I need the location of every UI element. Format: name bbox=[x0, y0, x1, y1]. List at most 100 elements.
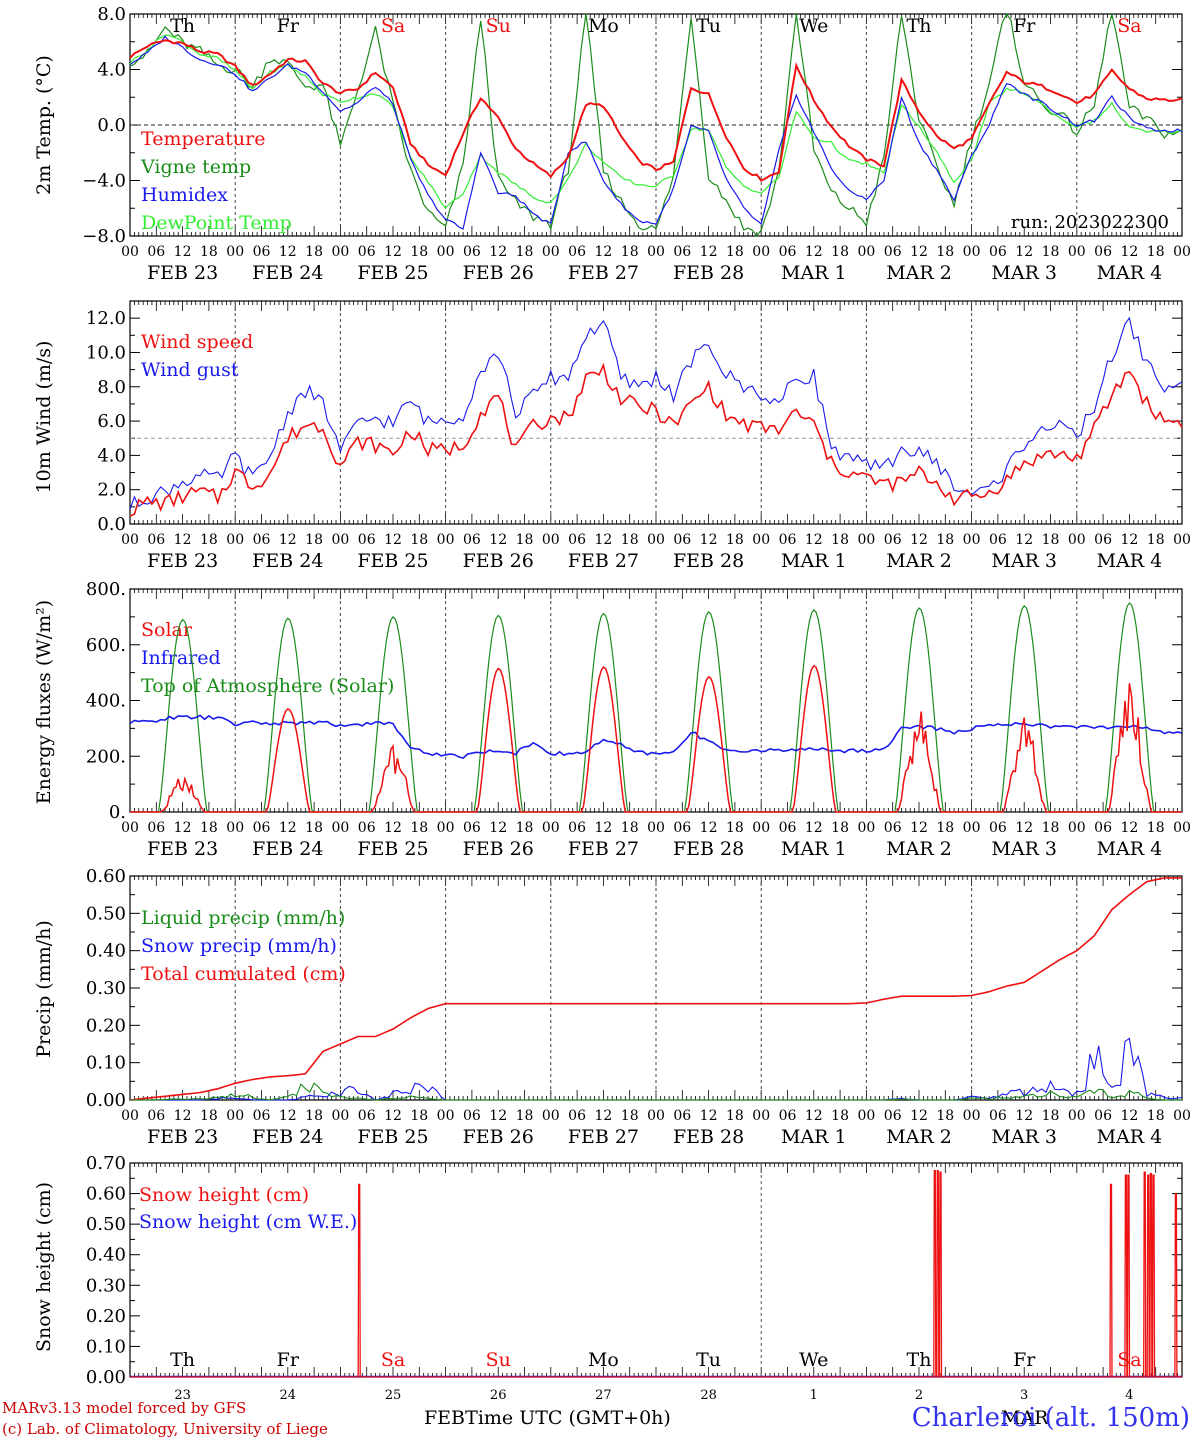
hour-label: 18 bbox=[305, 1108, 323, 1124]
y-tick-label: 0.30 bbox=[86, 978, 126, 999]
legend-temperature: Temperature bbox=[141, 128, 265, 150]
hour-label: 06 bbox=[884, 532, 902, 548]
hour-label: 12 bbox=[910, 1108, 928, 1124]
hour-label: 00 bbox=[963, 532, 981, 548]
series-snow-height bbox=[130, 1169, 1182, 1378]
legend-total-cumulated: Total cumulated (cm) bbox=[141, 963, 346, 985]
series-liquid-precip-mm-h- bbox=[130, 1082, 1182, 1101]
hour-label: 12 bbox=[1120, 820, 1138, 836]
day-number: 2 bbox=[915, 1388, 923, 1403]
series-dewpoint-temp bbox=[129, 34, 1183, 209]
snow-axis-title: Snow height (cm) bbox=[33, 1182, 55, 1352]
hour-label: 06 bbox=[358, 820, 376, 836]
hour-label: 18 bbox=[200, 1108, 218, 1124]
hour-label: 12 bbox=[594, 820, 612, 836]
hour-label: 18 bbox=[200, 244, 218, 260]
y-tick-label: 10.0 bbox=[86, 342, 126, 363]
day-letter: Su bbox=[486, 15, 511, 37]
hour-label: 00 bbox=[121, 1108, 139, 1124]
y-tick-label: 0.40 bbox=[86, 1245, 126, 1266]
hour-label: 00 bbox=[1173, 532, 1191, 548]
hour-label: 12 bbox=[1015, 1108, 1033, 1124]
date-label: FEB 28 bbox=[673, 1126, 744, 1148]
hour-label: 12 bbox=[1120, 1108, 1138, 1124]
hour-label: 18 bbox=[200, 532, 218, 548]
hour-label: 06 bbox=[673, 244, 691, 260]
hour-label: 18 bbox=[410, 244, 428, 260]
hour-label: 00 bbox=[226, 820, 244, 836]
plot-frame bbox=[129, 588, 1183, 813]
y-tick-label: 0.00 bbox=[86, 1090, 126, 1111]
day-letter-bottom: Th bbox=[907, 1349, 932, 1371]
hour-label: 18 bbox=[936, 532, 954, 548]
hour-label: 00 bbox=[437, 532, 455, 548]
y-tick-label: 0.70 bbox=[86, 1153, 126, 1174]
y-tick-label: 0.50 bbox=[86, 903, 126, 924]
hour-label: 06 bbox=[884, 820, 902, 836]
hour-label: 18 bbox=[516, 532, 534, 548]
hour-label: 00 bbox=[1173, 820, 1191, 836]
hour-label: 00 bbox=[226, 244, 244, 260]
day-letter-bottom: Fr bbox=[277, 1349, 300, 1371]
hour-label: 06 bbox=[989, 820, 1007, 836]
credit-line-2: (c) Lab. of Climatology, University of L… bbox=[2, 1420, 328, 1438]
legend-humidex: Humidex bbox=[141, 184, 228, 206]
date-label: FEB 28 bbox=[673, 838, 744, 860]
credit-line-1: MARv3.13 model forced by GFS bbox=[2, 1399, 246, 1417]
y-tick-label: −4.0 bbox=[82, 171, 126, 192]
hour-label: 18 bbox=[1147, 1108, 1165, 1124]
date-label: MAR 4 bbox=[1097, 262, 1163, 284]
day-letter-bottom: We bbox=[799, 1349, 828, 1371]
date-label: MAR 4 bbox=[1097, 550, 1163, 572]
hour-label: 18 bbox=[1042, 532, 1060, 548]
date-label: FEB 23 bbox=[147, 262, 218, 284]
hour-label: 00 bbox=[121, 820, 139, 836]
legend-wind-gust: Wind gust bbox=[141, 359, 239, 381]
run-label: run: 2023022300 bbox=[1011, 212, 1169, 233]
hour-label: 06 bbox=[253, 532, 271, 548]
hour-label: 00 bbox=[121, 244, 139, 260]
date-label: FEB 27 bbox=[568, 1126, 639, 1148]
hour-label: 00 bbox=[331, 532, 349, 548]
hour-label: 06 bbox=[253, 1108, 271, 1124]
hour-label: 06 bbox=[779, 1108, 797, 1124]
hour-label: 18 bbox=[516, 820, 534, 836]
hour-label: 00 bbox=[226, 532, 244, 548]
day-letter-bottom: Fr bbox=[1013, 1349, 1036, 1371]
date-label: MAR 2 bbox=[886, 262, 952, 284]
hour-label: 06 bbox=[253, 820, 271, 836]
day-letter: Mo bbox=[588, 15, 619, 37]
day-number: 27 bbox=[595, 1388, 612, 1403]
hour-label: 12 bbox=[1120, 244, 1138, 260]
legend-dewpoint-temp: DewPoint Temp bbox=[141, 212, 292, 234]
hour-label: 00 bbox=[963, 820, 981, 836]
hour-label: 06 bbox=[673, 1108, 691, 1124]
day-number: 25 bbox=[385, 1388, 402, 1403]
date-label: MAR 1 bbox=[781, 550, 847, 572]
hour-label: 12 bbox=[805, 1108, 823, 1124]
date-label: FEB 26 bbox=[463, 550, 534, 572]
y-tick-label: 0.50 bbox=[86, 1214, 126, 1235]
hour-label: 00 bbox=[857, 532, 875, 548]
legend-snow-height: Snow height (cm) bbox=[139, 1184, 309, 1206]
date-label: MAR 1 bbox=[781, 838, 847, 860]
hour-label: 06 bbox=[1094, 532, 1112, 548]
y-tick-label: 0.0 bbox=[97, 115, 126, 136]
hour-label: 00 bbox=[963, 1108, 981, 1124]
series-infrared bbox=[129, 714, 1183, 759]
day-letter-bottom: Th bbox=[170, 1349, 195, 1371]
hour-label: 06 bbox=[884, 244, 902, 260]
hour-label: 06 bbox=[779, 820, 797, 836]
hour-label: 12 bbox=[910, 820, 928, 836]
hour-label: 12 bbox=[174, 820, 192, 836]
series-temperature bbox=[129, 39, 1183, 182]
hour-label: 12 bbox=[805, 532, 823, 548]
hour-label: 06 bbox=[673, 532, 691, 548]
precip-axis-title: Precip (mm/h) bbox=[33, 920, 55, 1058]
hour-label: 12 bbox=[700, 1108, 718, 1124]
hour-label: 00 bbox=[857, 820, 875, 836]
y-tick-label: 6.0 bbox=[97, 411, 126, 432]
hour-label: 00 bbox=[542, 244, 560, 260]
date-label: MAR 1 bbox=[781, 1126, 847, 1148]
